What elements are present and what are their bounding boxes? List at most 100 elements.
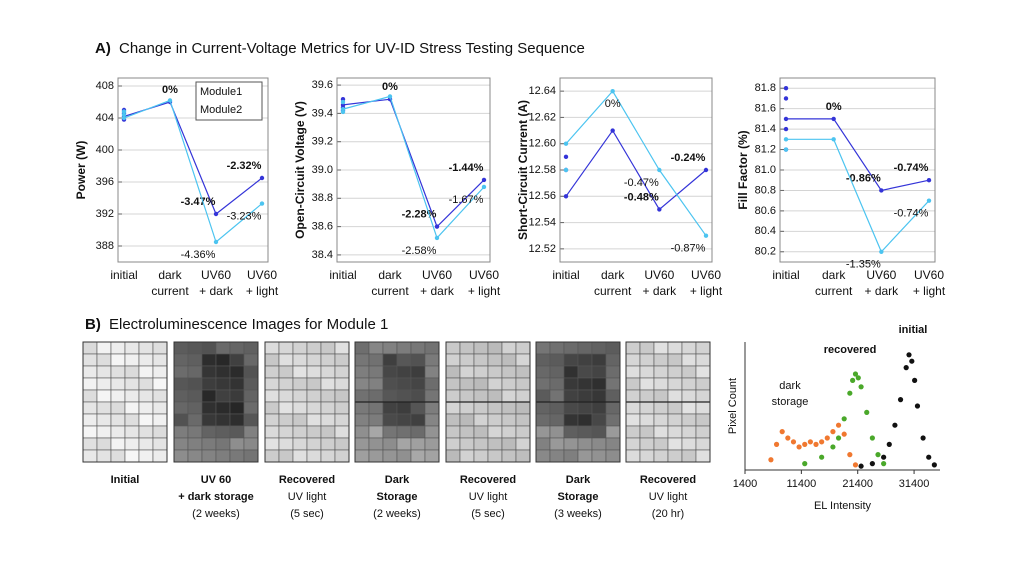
cell <box>173 449 189 463</box>
data-point <box>926 198 932 203</box>
cell <box>410 389 426 403</box>
cell <box>243 353 259 367</box>
data-point <box>879 249 884 254</box>
cell <box>473 449 489 463</box>
cell <box>653 425 669 439</box>
cell <box>82 401 98 415</box>
cell <box>152 437 168 451</box>
cell <box>96 437 112 451</box>
cell <box>334 401 350 415</box>
cell <box>173 401 189 415</box>
cell <box>653 389 669 403</box>
x-tick-label: initial <box>110 268 137 282</box>
x-tick-label: dark <box>378 268 402 282</box>
cell <box>535 365 551 379</box>
cell <box>605 389 621 403</box>
cell <box>278 353 294 367</box>
cell <box>152 449 168 463</box>
change-label: -3.23% <box>227 211 262 223</box>
y-axis-label: Short-Circuit Current (A) <box>516 100 530 240</box>
data-point <box>926 178 932 183</box>
cell <box>695 401 711 415</box>
cell <box>625 389 641 403</box>
y-tick-label: 38.8 <box>312 192 333 204</box>
cell <box>187 365 203 379</box>
cell <box>82 377 98 391</box>
cell <box>264 425 280 439</box>
data-point <box>434 224 440 229</box>
cell <box>96 425 112 439</box>
cell <box>243 389 259 403</box>
cell <box>653 413 669 427</box>
cell <box>667 341 683 355</box>
y-tick-label: 38.4 <box>312 249 333 261</box>
cell <box>535 437 551 451</box>
cell <box>138 353 154 367</box>
initial-point <box>783 86 789 91</box>
cell <box>173 353 189 367</box>
y-tick-label: 12.54 <box>528 216 556 228</box>
cell <box>334 425 350 439</box>
data-point <box>213 239 219 245</box>
cell <box>96 401 112 415</box>
cell <box>396 437 412 451</box>
change-label: -2.28% <box>402 209 437 221</box>
cell <box>368 377 384 391</box>
image-title: Initial <box>111 474 140 486</box>
data-point <box>434 235 440 241</box>
cell <box>445 341 461 355</box>
cell <box>459 413 475 427</box>
cell <box>124 365 140 379</box>
series-line <box>565 129 707 211</box>
cell <box>334 389 350 403</box>
cell <box>396 365 412 379</box>
change-label: -2.32% <box>227 160 262 172</box>
data-point <box>481 177 487 183</box>
y-tick-label: 80.6 <box>755 205 776 217</box>
cell <box>382 389 398 403</box>
cell <box>605 449 621 463</box>
cell <box>459 353 475 367</box>
data-point <box>610 128 615 133</box>
cell <box>124 401 140 415</box>
x-tick-label: 1400 <box>733 478 757 490</box>
data-point <box>852 371 859 377</box>
cell <box>173 389 189 403</box>
x-tick-label: initial <box>329 268 356 282</box>
image-title: + dark storage <box>178 491 254 503</box>
cell <box>535 425 551 439</box>
cell <box>396 341 412 355</box>
x-tick-label: + dark <box>420 284 455 298</box>
cell <box>501 449 517 463</box>
cell <box>501 341 517 355</box>
cell <box>82 353 98 367</box>
cell <box>201 449 217 463</box>
cell <box>639 401 655 415</box>
cell <box>320 437 336 451</box>
cell <box>354 365 370 379</box>
cell <box>243 413 259 427</box>
cell <box>201 413 217 427</box>
panel-frame <box>354 341 440 463</box>
initial-point <box>121 109 127 114</box>
cell <box>424 365 440 379</box>
cell <box>625 353 641 367</box>
cell <box>292 341 308 355</box>
cell <box>110 341 126 355</box>
cell <box>515 449 531 463</box>
cell <box>334 413 350 427</box>
cell <box>201 353 217 367</box>
image-title: Storage <box>377 491 418 503</box>
cell <box>201 365 217 379</box>
cell <box>152 425 168 439</box>
cell <box>459 449 475 463</box>
panel-frame <box>535 341 621 463</box>
cell <box>110 449 126 463</box>
series-label: dark storage <box>772 380 809 408</box>
cell <box>229 389 245 403</box>
cell <box>653 377 669 391</box>
data-point <box>819 439 825 445</box>
data-point <box>841 416 847 422</box>
cell <box>292 437 308 451</box>
